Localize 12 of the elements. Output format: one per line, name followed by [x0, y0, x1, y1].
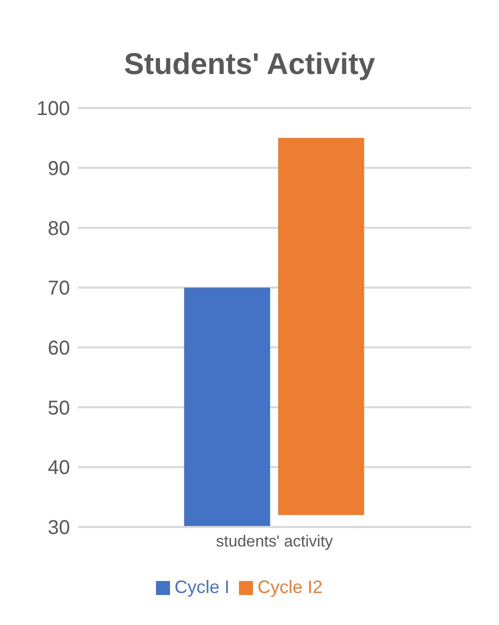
y-tick-label: 60 — [48, 338, 70, 360]
y-tick-label: 40 — [48, 457, 70, 480]
chart-title: Students' Activity — [122, 47, 376, 83]
legend-label: Cycle I — [174, 577, 230, 597]
legend-label: Cycle I2 — [257, 577, 323, 597]
y-tick-label: 50 — [48, 397, 70, 420]
x-tick-label: students' activity — [216, 533, 333, 550]
y-tick-label: 100 — [36, 98, 70, 120]
y-tick-label: 80 — [48, 218, 70, 240]
y-tick-label: 90 — [48, 158, 70, 180]
y-tick-label: 30 — [48, 517, 70, 540]
y-tick-label: 70 — [48, 278, 70, 300]
